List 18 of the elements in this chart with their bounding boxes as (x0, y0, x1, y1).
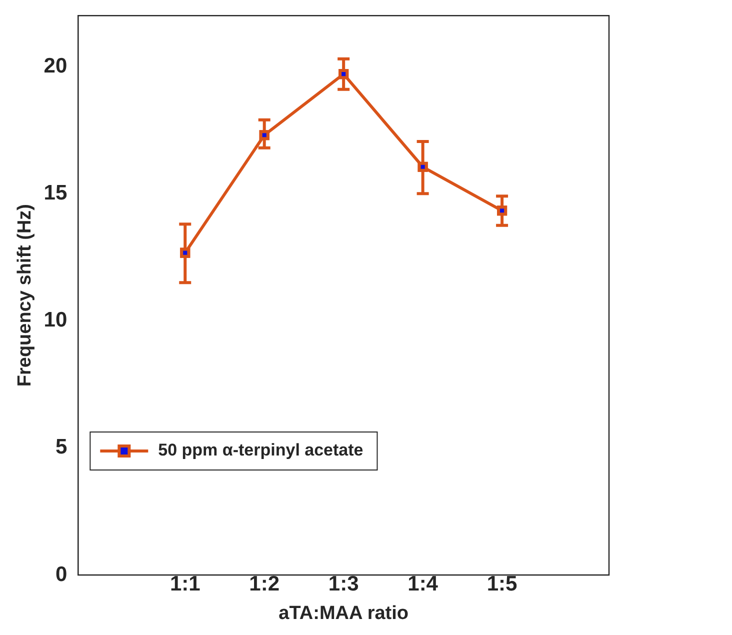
x-tick-label: 1:4 (408, 572, 438, 596)
legend-label: 50 ppm α-terpinyl acetate (158, 440, 364, 460)
x-tick-label: 1:5 (486, 572, 518, 596)
x-tick-label: 1:1 (170, 572, 201, 596)
y-tick-label: 5 (55, 436, 68, 459)
y-tick-label: 0 (55, 562, 68, 586)
point (418, 162, 428, 172)
y-tick-label: 10 (44, 308, 68, 332)
point (180, 248, 190, 258)
y-tick-label: 20 (44, 54, 68, 78)
y-axis-title: Frequency shift (Hz) (14, 204, 36, 387)
point (497, 206, 508, 216)
point (338, 69, 349, 80)
point (259, 130, 270, 140)
y-tick-label: 15 (44, 181, 68, 204)
x-axis-title: aTA:MAA ratio (278, 602, 408, 624)
x-tick-label: 1:2 (249, 572, 280, 596)
x-tick-label: 1:3 (328, 572, 359, 596)
